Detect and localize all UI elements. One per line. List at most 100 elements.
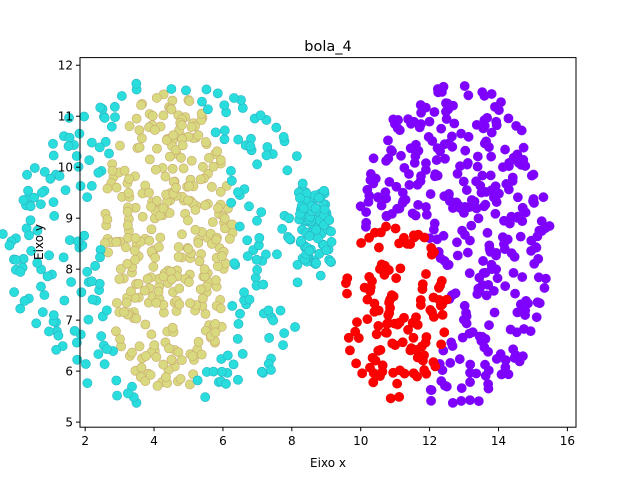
scatter-point xyxy=(106,121,117,132)
scatter-point xyxy=(115,334,125,344)
scatter-point xyxy=(29,192,39,203)
scatter-point xyxy=(431,155,442,165)
scatter-point xyxy=(122,220,133,231)
y-tick-label: 8 xyxy=(65,263,73,277)
series-3 xyxy=(341,221,452,404)
scatter-point xyxy=(144,187,154,198)
scatter-point xyxy=(478,256,488,266)
scatter-point xyxy=(183,195,193,206)
scatter-point xyxy=(207,217,218,228)
scatter-point xyxy=(342,273,353,284)
scatter-point xyxy=(263,305,274,316)
scatter-point xyxy=(76,287,87,298)
scatter-point xyxy=(430,361,441,372)
scatter-point xyxy=(324,215,335,226)
scatter-point xyxy=(204,152,214,163)
scatter-point xyxy=(500,281,511,292)
scatter-point xyxy=(119,165,130,176)
scatter-point xyxy=(411,345,422,355)
scatter-point xyxy=(437,87,447,97)
scatter-point xyxy=(369,298,380,309)
scatter-point xyxy=(193,130,204,141)
scatter-point xyxy=(452,168,463,179)
scatter-point xyxy=(101,305,112,316)
scatter-point xyxy=(361,207,372,217)
scatter-point xyxy=(152,381,163,391)
scatter-point xyxy=(375,345,386,355)
scatter-point xyxy=(102,183,113,194)
scatter-point xyxy=(134,341,145,352)
scatter-point xyxy=(111,237,122,247)
scatter-point xyxy=(144,235,155,246)
scatter-point xyxy=(22,169,32,180)
scatter-point xyxy=(471,176,482,187)
scatter-point xyxy=(166,84,177,94)
scatter-point xyxy=(64,235,75,246)
scatter-point xyxy=(361,217,372,228)
scatter-point xyxy=(416,107,426,118)
scatter-point xyxy=(518,142,529,153)
scatter-point xyxy=(109,101,120,112)
scatter-point xyxy=(166,354,177,365)
scatter-point xyxy=(454,354,465,364)
plot-frame xyxy=(79,57,577,428)
scatter-point xyxy=(82,266,93,277)
scatter-point xyxy=(480,359,490,370)
scatter-point xyxy=(381,155,392,166)
scatter-point xyxy=(90,261,101,271)
scatter-point xyxy=(426,395,436,406)
scatter-point xyxy=(99,359,110,370)
scatter-point xyxy=(506,248,517,259)
scatter-point xyxy=(513,157,524,168)
scatter-point xyxy=(421,209,432,220)
scatter-point xyxy=(376,200,387,211)
scatter-point xyxy=(383,135,393,146)
scatter-point xyxy=(252,159,263,170)
scatter-point xyxy=(160,171,171,182)
scatter-point xyxy=(151,195,162,206)
scatter-point xyxy=(200,137,211,147)
scatter-point xyxy=(131,113,142,124)
scatter-point xyxy=(489,307,500,318)
scatter-point xyxy=(463,131,474,142)
scatter-point xyxy=(122,258,133,269)
scatter-point xyxy=(350,326,361,337)
scatter-point xyxy=(459,81,470,91)
scatter-point xyxy=(15,303,26,314)
scatter-point xyxy=(296,235,306,246)
scatter-point xyxy=(445,358,456,368)
scatter-point xyxy=(233,318,244,329)
y-tick-label: 9 xyxy=(65,212,73,226)
scatter-point xyxy=(44,326,54,337)
scatter-point xyxy=(107,165,118,176)
scatter-point xyxy=(511,120,522,131)
scatter-point xyxy=(490,101,500,112)
scatter-point xyxy=(226,175,237,186)
scatter-point xyxy=(421,269,431,279)
scatter-point xyxy=(486,185,497,196)
scatter-point xyxy=(208,161,219,172)
scatter-point xyxy=(472,151,483,162)
scatter-point xyxy=(224,233,235,244)
scatter-point xyxy=(124,121,135,132)
y-tick-label: 11 xyxy=(58,110,73,124)
scatter-point xyxy=(268,315,279,326)
scatter-point xyxy=(255,110,266,121)
scatter-point xyxy=(486,127,497,138)
scatter-point xyxy=(533,253,544,264)
scatter-point xyxy=(237,348,248,359)
scatter-point xyxy=(60,185,71,195)
scatter-point xyxy=(419,365,430,375)
scatter-point xyxy=(15,267,26,277)
scatter-point xyxy=(278,340,288,350)
scatter-point xyxy=(277,224,288,234)
scatter-point xyxy=(183,243,194,254)
scatter-point xyxy=(313,192,324,203)
scatter-point xyxy=(312,233,323,244)
scatter-point xyxy=(111,298,122,308)
scatter-point xyxy=(111,375,122,386)
scatter-point xyxy=(439,327,450,338)
scatter-point xyxy=(544,221,555,231)
scatter-point xyxy=(374,242,384,253)
scatter-point xyxy=(127,347,137,358)
